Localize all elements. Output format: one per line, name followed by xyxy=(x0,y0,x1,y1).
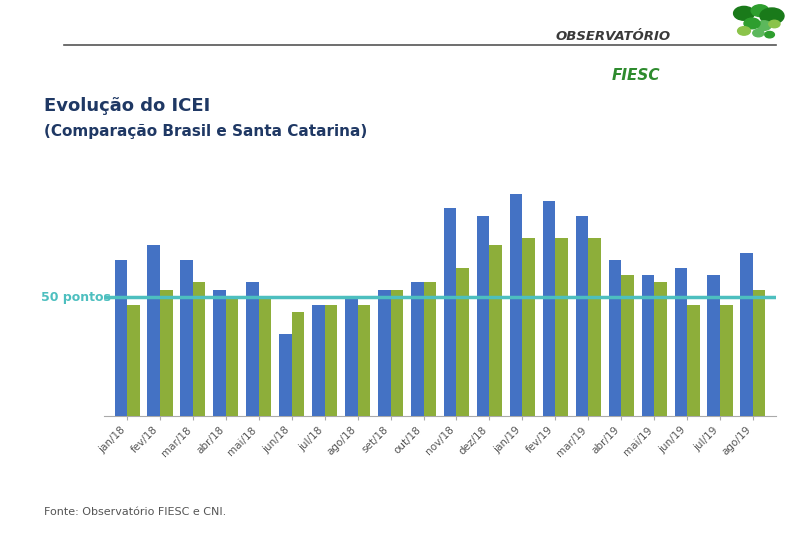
Bar xyxy=(127,305,139,533)
Bar xyxy=(411,282,423,533)
Text: FIESC: FIESC xyxy=(612,68,660,83)
Bar xyxy=(707,275,720,533)
Bar xyxy=(214,290,226,533)
Bar xyxy=(378,290,390,533)
Bar xyxy=(444,208,457,533)
Bar xyxy=(753,290,766,533)
Bar xyxy=(423,282,436,533)
Bar xyxy=(292,312,304,533)
Bar xyxy=(674,268,687,533)
Bar xyxy=(279,334,292,533)
Bar xyxy=(555,238,568,533)
Bar xyxy=(226,297,238,533)
Bar xyxy=(522,238,535,533)
Bar xyxy=(642,275,654,533)
Bar xyxy=(325,305,338,533)
Bar xyxy=(687,305,699,533)
Bar xyxy=(654,282,666,533)
Bar xyxy=(312,305,325,533)
Bar xyxy=(147,246,160,533)
Bar xyxy=(588,238,601,533)
Bar xyxy=(720,305,733,533)
Text: (Comparação Brasil e Santa Catarina): (Comparação Brasil e Santa Catarina) xyxy=(44,124,367,139)
Bar xyxy=(542,201,555,533)
Bar xyxy=(114,260,127,533)
Text: OBSERVATÓRIO: OBSERVATÓRIO xyxy=(556,30,671,43)
Bar xyxy=(345,297,358,533)
Bar xyxy=(621,275,634,533)
Bar xyxy=(390,290,403,533)
Bar xyxy=(490,246,502,533)
Bar xyxy=(457,268,469,533)
Bar xyxy=(259,297,271,533)
Bar xyxy=(510,193,522,533)
Bar xyxy=(609,260,621,533)
Bar xyxy=(741,253,753,533)
Text: Evolução do ICEI: Evolução do ICEI xyxy=(44,96,210,115)
Bar xyxy=(576,216,588,533)
Bar xyxy=(246,282,259,533)
Bar xyxy=(193,282,206,533)
Bar xyxy=(358,305,370,533)
Text: Fonte: Observatório FIESC e CNI.: Fonte: Observatório FIESC e CNI. xyxy=(44,507,226,517)
Bar xyxy=(160,290,173,533)
Text: 50 pontos: 50 pontos xyxy=(41,291,110,304)
Bar xyxy=(477,216,490,533)
Bar xyxy=(181,260,193,533)
